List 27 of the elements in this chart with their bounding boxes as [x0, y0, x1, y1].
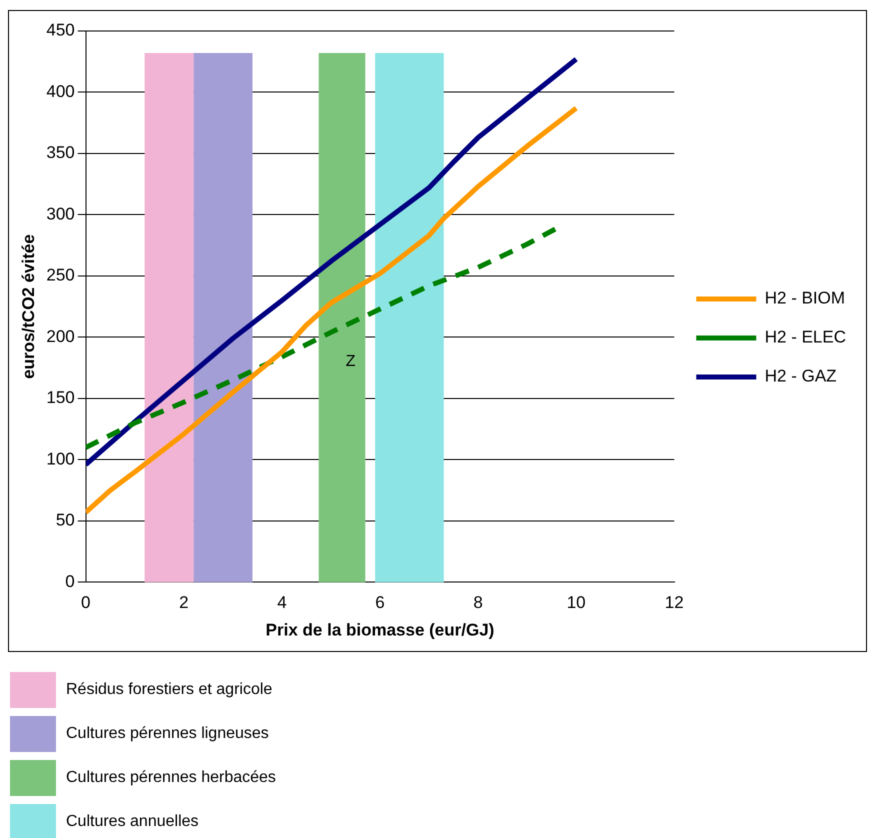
x-tick-label: 4: [277, 593, 287, 612]
y-tick-label: 50: [56, 510, 75, 530]
y-tick-label: 0: [65, 572, 75, 591]
legend-label: Cultures pérennes herbacées: [66, 769, 276, 787]
y-tick-label: 450: [46, 20, 75, 40]
legend-label: H2 - ELEC: [764, 328, 846, 347]
legend-label: H2 - GAZ: [764, 366, 837, 386]
legend-label: Cultures annuelles: [66, 813, 199, 831]
y-tick-label: 100: [46, 449, 75, 468]
x-tick-label: 8: [473, 593, 483, 612]
legend-label: Cultures pérennes ligneuses: [66, 725, 269, 743]
legend-label: Résidus forestiers et agricole: [66, 681, 272, 699]
x-tick-label: 0: [81, 593, 90, 612]
y-tick-label: 300: [46, 204, 75, 224]
legend-label: H2 - BIOM: [764, 288, 846, 308]
x-tick-label: 6: [375, 593, 385, 612]
y-axis-title: euros/tCO2 évitée: [18, 234, 38, 379]
x-tick-label: 10: [566, 593, 586, 612]
y-tick-label: 250: [46, 266, 75, 285]
y-tick-label: 350: [46, 143, 75, 162]
annotation: Z: [346, 353, 356, 370]
x-tick-label: 12: [664, 593, 684, 612]
x-axis-title: Prix de la biomasse (eur/GJ): [266, 620, 494, 640]
y-tick-label: 150: [46, 388, 75, 408]
y-tick-label: 400: [46, 82, 75, 101]
y-tick-label: 200: [46, 326, 75, 346]
x-tick-label: 2: [179, 593, 189, 612]
